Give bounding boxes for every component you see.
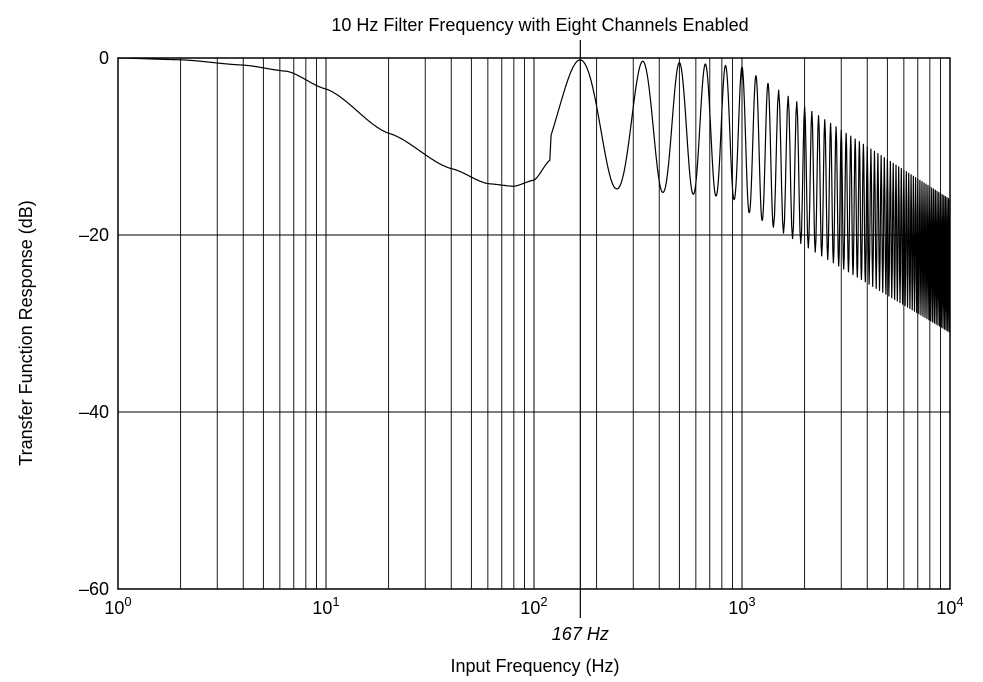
y-axis-label: Transfer Function Response (dB): [16, 200, 36, 465]
x-tick-label: 104: [936, 594, 963, 618]
x-tick-labels: 100 101 102 103 104: [104, 594, 963, 618]
y-tick-labels: 0 –20 –40 –60: [79, 48, 109, 599]
chart-title: 10 Hz Filter Frequency with Eight Channe…: [331, 15, 748, 35]
x-tick-label: 103: [728, 594, 755, 618]
y-tick-label: –40: [79, 402, 109, 422]
annotation-label: 167 Hz: [552, 624, 609, 644]
x-tick-label: 102: [520, 594, 547, 618]
x-axis-label: Input Frequency (Hz): [450, 656, 619, 676]
x-tick-label: 101: [312, 594, 339, 618]
y-tick-label: 0: [99, 48, 109, 68]
y-tick-label: –20: [79, 225, 109, 245]
x-tick-label: 100: [104, 594, 131, 618]
y-tick-label: –60: [79, 579, 109, 599]
